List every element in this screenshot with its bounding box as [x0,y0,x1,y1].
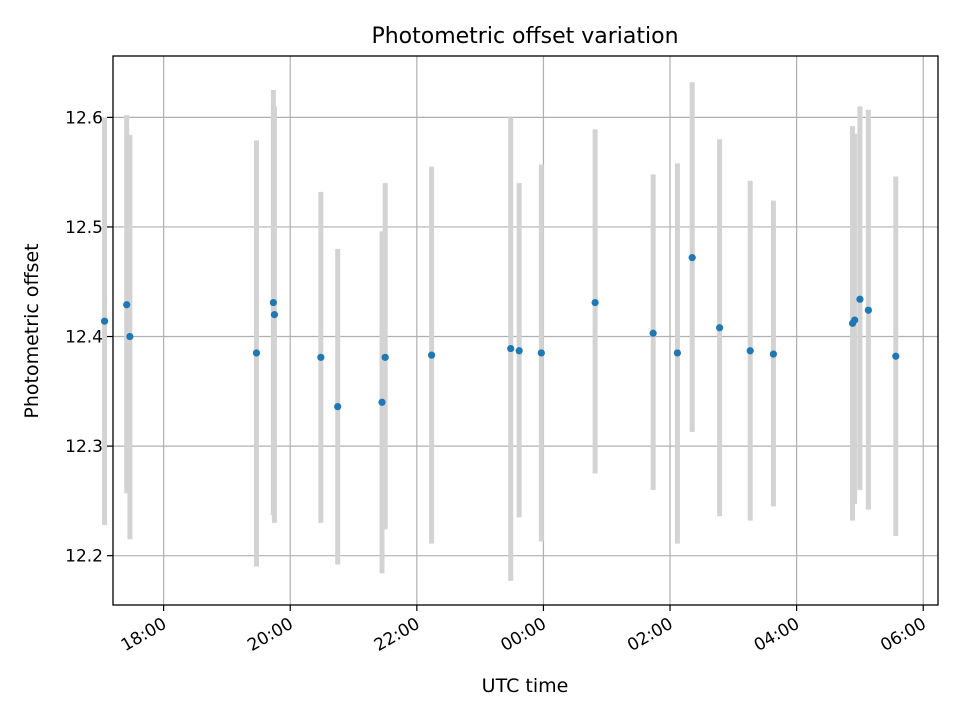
data-point [378,398,386,406]
data-point [270,311,279,319]
y-tick-label: 12.6 [65,108,103,128]
data-point [507,344,515,353]
data-point [334,403,342,411]
y-tick-label: 12.2 [65,547,103,567]
data-point [649,329,657,337]
data-point [537,349,545,357]
data-point [252,349,261,357]
data-point [100,317,109,325]
chart-title: Photometric offset variation [371,24,678,49]
data-point [515,347,523,355]
data-point [317,353,325,361]
data-point [428,351,436,359]
y-axis-label: Photometric offset [21,243,43,418]
y-axis: 12.2 12.3 12.4 12.5 12.6 [65,108,113,567]
data-point [673,349,682,357]
data-point [269,298,277,307]
data-point [769,350,778,358]
data-point [716,324,724,332]
y-tick-label: 12.5 [65,218,103,238]
plot-frame [112,55,939,606]
data-point [856,295,864,303]
data-point [126,332,134,341]
y-tick-label: 12.4 [65,328,103,348]
x-axis-label: UTC time [482,675,569,697]
data-point [591,298,599,307]
y-tick-label: 12.3 [65,437,103,457]
data-point [688,254,696,262]
data-point [123,301,131,309]
grid [113,56,938,605]
data-point [851,316,859,324]
data-points [100,254,900,411]
data-point [892,352,900,360]
data-point [746,347,754,355]
data-point [864,306,872,314]
data-point [381,353,389,361]
